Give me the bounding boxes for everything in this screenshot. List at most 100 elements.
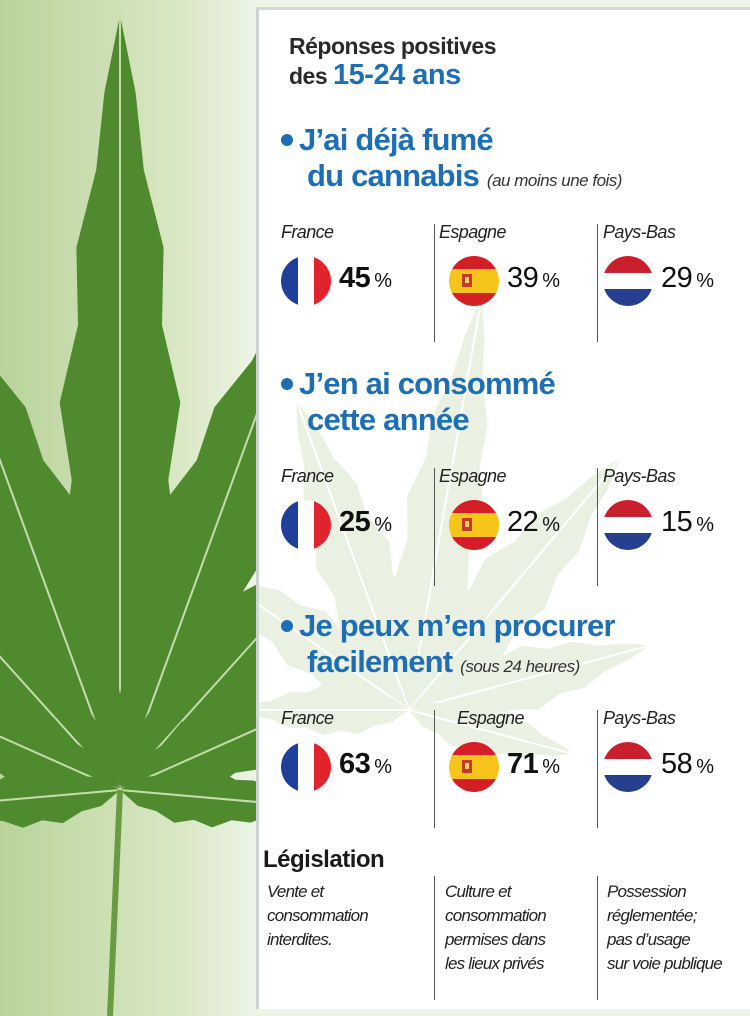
green-leaf-leaflet xyxy=(112,352,256,790)
column-divider xyxy=(434,710,435,828)
percentage-value: 45% xyxy=(339,262,392,295)
watermark-leaf-leaflet xyxy=(409,641,651,722)
intro-line1: Réponses positives xyxy=(289,33,497,59)
column-divider xyxy=(597,876,598,1000)
cannabis-leaf-illustration xyxy=(0,15,256,1016)
question-line2: facilement (sous 24 heures) xyxy=(281,644,615,685)
legislation-title: Législation xyxy=(263,846,385,873)
percentage-value: 63% xyxy=(339,748,392,781)
bullet-icon xyxy=(281,134,293,146)
green-leaf-vein xyxy=(119,728,256,791)
question-line1: Je peux m’en procurer xyxy=(299,608,616,643)
value-number: 63 xyxy=(339,748,371,780)
percentage-value: 25% xyxy=(339,506,392,539)
netherlands-flag-icon xyxy=(603,500,653,550)
value-unit: % xyxy=(696,270,715,292)
bullet-icon xyxy=(281,378,293,390)
green-leaf-vein xyxy=(119,637,256,791)
legislation-line: les lieux privés xyxy=(445,954,545,973)
legislation-line: consommation xyxy=(267,906,369,925)
netherlands-flag-icon xyxy=(603,256,653,306)
column-divider xyxy=(434,224,435,342)
value-number: 15 xyxy=(661,506,693,538)
value-number: 45 xyxy=(339,262,371,294)
value-number: 71 xyxy=(507,748,539,780)
country-label: Pays-Bas xyxy=(603,222,676,242)
percentage-value: 22% xyxy=(507,506,560,539)
value-unit: % xyxy=(374,514,393,536)
cannabis-leaf-watermark xyxy=(259,296,651,759)
column-divider xyxy=(597,710,598,828)
value-number: 39 xyxy=(507,262,539,294)
value-number: 29 xyxy=(661,262,693,294)
watermark-leaf-leaflet xyxy=(409,457,622,710)
green-leaf-vein xyxy=(0,457,121,791)
value-unit: % xyxy=(542,270,561,292)
green-leaf-vein xyxy=(0,655,121,791)
intro-line2: des 15-24 ans xyxy=(289,61,496,91)
watermark-leaf-leaflet xyxy=(259,585,409,710)
france-flag-icon xyxy=(281,256,331,306)
question-title: J’en ai consommé cette année xyxy=(281,366,556,438)
age-range: 15-24 ans xyxy=(333,59,461,91)
green-leaf-leaflet xyxy=(120,584,256,790)
country-label: Espagne xyxy=(457,708,524,728)
green-leaf-vein xyxy=(0,735,121,791)
green-leaf-leaflet xyxy=(120,767,256,828)
question-title: J’ai déjà fumé du cannabis (au moins une … xyxy=(281,122,622,199)
country-label: Espagne xyxy=(439,466,506,486)
spain-flag-icon xyxy=(449,500,499,550)
intro-heading: Réponses positives des 15-24 ans xyxy=(289,32,497,91)
question-line2: cette année xyxy=(281,402,555,438)
column-divider xyxy=(597,224,598,342)
legislation-line: interdites. xyxy=(267,930,333,949)
percentage-value: 29% xyxy=(661,262,714,295)
value-unit: % xyxy=(374,756,393,778)
france-flag-icon xyxy=(281,742,331,792)
leaf-stem xyxy=(107,789,123,1016)
legislation-text: Vente et consommation interdites. xyxy=(267,880,369,952)
question-note: (sous 24 heures) xyxy=(460,657,580,676)
legislation-text: Possession réglementée; pas d’usage sur voi… xyxy=(607,880,723,976)
value-unit: % xyxy=(696,756,715,778)
value-unit: % xyxy=(374,270,393,292)
spain-flag-icon xyxy=(449,742,499,792)
green-leaf-leaflet xyxy=(120,697,256,797)
question-title: Je peux m’en procurer facilement (sous 24… xyxy=(281,608,616,685)
value-unit: % xyxy=(542,756,561,778)
question-line1: J’en ai consommé xyxy=(299,366,556,401)
question-note: (au moins une fois) xyxy=(486,171,623,190)
watermark-leaf-leaflet xyxy=(259,684,409,736)
percentage-value: 39% xyxy=(507,262,560,295)
value-unit: % xyxy=(696,514,715,536)
percentage-value: 58% xyxy=(661,748,714,781)
country-label: Pays-Bas xyxy=(603,466,676,486)
legislation-line: réglementée; xyxy=(607,906,697,925)
question-line2-text: facilement xyxy=(307,644,453,679)
column-divider xyxy=(597,468,598,586)
country-label: France xyxy=(281,708,334,728)
watermark-leaf-leaflet xyxy=(409,699,574,759)
green-leaf-vein xyxy=(0,789,121,802)
watermark-leaf-leaflet xyxy=(394,296,488,710)
green-leaf-leaflet xyxy=(0,767,120,828)
legislation-line: Culture et xyxy=(445,882,512,901)
column-divider xyxy=(434,876,435,1000)
percentage-value: 15% xyxy=(661,506,714,539)
green-leaf-leaflet xyxy=(0,375,128,790)
legislation-line: sur voie publique xyxy=(607,954,723,973)
legislation-text: Culture et consommation permises dans les l… xyxy=(445,880,547,976)
green-leaf-vein xyxy=(119,413,256,791)
green-leaf-vein xyxy=(119,789,256,803)
percentage-value: 71% xyxy=(507,748,560,781)
legislation-line: pas d’usage xyxy=(607,930,691,949)
bullet-icon xyxy=(281,620,293,632)
watermark-leaf-vein xyxy=(259,603,410,711)
legislation-line: Vente et xyxy=(267,882,324,901)
watermark-leaf-vein xyxy=(408,456,622,711)
country-label: Pays-Bas xyxy=(603,708,676,728)
country-label: France xyxy=(281,222,334,242)
legislation-line: consommation xyxy=(445,906,547,925)
spain-flag-icon xyxy=(449,256,499,306)
france-flag-icon xyxy=(281,500,331,550)
